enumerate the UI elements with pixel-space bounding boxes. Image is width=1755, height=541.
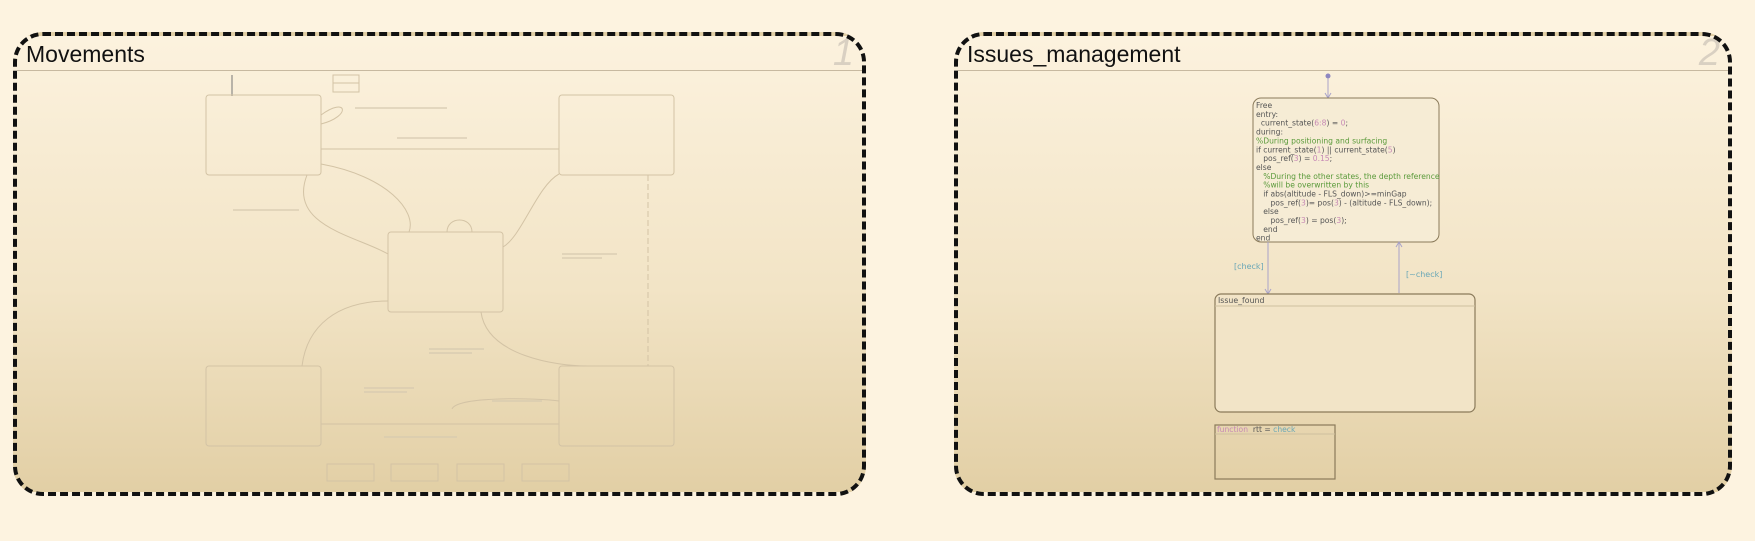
code-token: end [1256, 234, 1270, 243]
code-token: ) = [1326, 119, 1340, 128]
code-token: ) = [1299, 154, 1313, 163]
state-bottom-right[interactable] [558, 365, 675, 447]
code-token: ; [1330, 154, 1333, 163]
transition-bottom-2 [451, 398, 560, 410]
code-token: ); [1341, 216, 1347, 225]
code-token: %During positioning and surfacing [1256, 136, 1387, 145]
code-token: end [1256, 225, 1278, 234]
title-divider [17, 70, 862, 71]
function-box-3[interactable] [456, 463, 505, 482]
default-transition-dot [1325, 73, 1331, 79]
code-token: )= pos( [1306, 198, 1334, 207]
code-token: %will be overwritten by this [1256, 181, 1369, 190]
code-token: else [1256, 207, 1279, 216]
code-token: current_state( [1256, 119, 1314, 128]
code-token: ) = pos( [1306, 216, 1337, 225]
function-box-2[interactable] [390, 463, 439, 482]
code-token: 3 [1294, 154, 1299, 163]
state-bottom-left[interactable] [205, 365, 322, 447]
chart-issues-management[interactable]: Issues_management 2 Free entry: current_s… [954, 32, 1732, 496]
self-loop-top-left [320, 106, 343, 125]
transition-tl-center-2 [320, 163, 411, 233]
movements-diagram [205, 74, 675, 482]
transition-label-check: [check] [1234, 262, 1264, 271]
code-token: 6:8 [1314, 119, 1326, 128]
code-token: ) || current_state( [1321, 145, 1387, 154]
code-token: %During the other states, the depth refe… [1256, 172, 1440, 181]
state-free-label: Free [1256, 101, 1272, 110]
function-signature: function rtt = check [1217, 425, 1296, 434]
code-token: if abs(altitude - FLS_down)>=minGap [1256, 190, 1407, 199]
chart-title: Movements [26, 41, 145, 67]
function-box-1[interactable] [326, 463, 375, 482]
code-token: if current_state( [1256, 145, 1317, 154]
state-issue-found-label: Issue_found [1218, 296, 1264, 305]
code-token: pos_ref( [1256, 198, 1301, 207]
code-token: ) [1393, 145, 1396, 154]
function-check[interactable] [1214, 424, 1336, 480]
self-loop-center [446, 219, 473, 233]
code-token: pos_ref( [1256, 154, 1294, 163]
chart-number: 2 [1698, 32, 1720, 74]
state-issue-found[interactable] [1214, 293, 1476, 413]
transition-tl-center [303, 174, 389, 255]
chart-movements[interactable]: Movements 1 [13, 32, 866, 496]
code-token: 3 [1301, 198, 1306, 207]
issues-diagram: Free entry: current_state(6:8) = 0; during… [1214, 73, 1476, 480]
code-token: ) - (altitude - FLS_down); [1339, 198, 1432, 207]
code-token: ; [1345, 119, 1348, 128]
transition-label-not-check: [~check] [1406, 270, 1442, 279]
code-token: 3 [1301, 216, 1306, 225]
code-token: 5 [1388, 145, 1393, 154]
transition-tr-center [502, 173, 560, 248]
code-token: 0 [1341, 119, 1346, 128]
title-divider [958, 70, 1728, 71]
code-token: 3 [1336, 216, 1341, 225]
state-center[interactable] [387, 231, 504, 313]
chart-title: Issues_management [967, 41, 1181, 67]
transition-center-bl [301, 300, 389, 367]
code-token: else [1256, 163, 1272, 172]
code-token: during: [1256, 128, 1283, 137]
code-token: 1 [1317, 145, 1322, 154]
code-token: entry: [1256, 110, 1278, 119]
chart-number: 1 [832, 32, 854, 74]
transition-center-br [480, 311, 588, 367]
state-top-left[interactable] [205, 94, 322, 176]
code-token: pos_ref( [1256, 216, 1301, 225]
state-free[interactable] [1252, 97, 1440, 243]
state-top-right[interactable] [558, 94, 675, 176]
function-box-4[interactable] [521, 463, 570, 482]
state-free-code: Free entry: current_state(6:8) = 0; during… [1256, 101, 1440, 243]
code-token: 0.15 [1313, 154, 1330, 163]
code-token: 3 [1334, 198, 1339, 207]
